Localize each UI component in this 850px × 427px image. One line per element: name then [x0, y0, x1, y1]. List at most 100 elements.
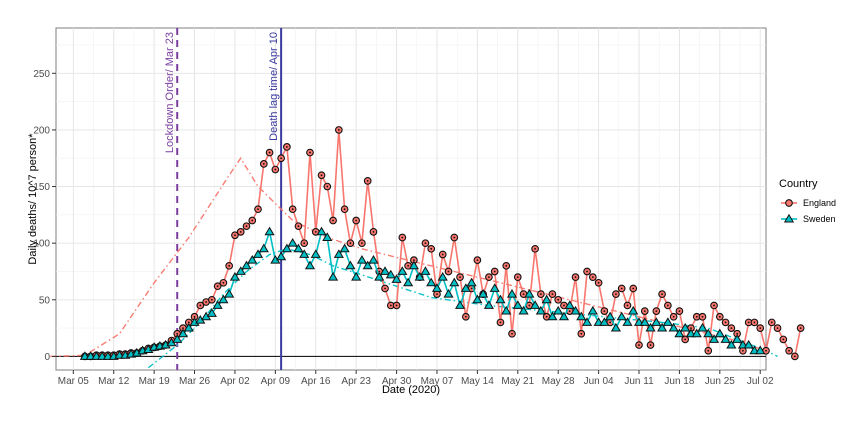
data-point-sweden [489, 283, 500, 292]
data-point-core-england [447, 270, 450, 273]
data-point-sweden [252, 249, 264, 258]
data-point-sweden [368, 254, 379, 264]
data-point-sweden [547, 311, 558, 321]
y-tick-label: 200 [33, 125, 50, 136]
data-point-sweden [356, 254, 368, 264]
data-point-core-england [332, 219, 334, 222]
data-point-core-england [291, 208, 294, 211]
data-point-sweden [628, 305, 639, 315]
data-point-core-england [470, 287, 473, 290]
data-point-core-england [303, 242, 306, 245]
x-tick-label: Jul 02 [747, 376, 774, 387]
data-point-core-england [626, 304, 629, 307]
data-point-core-england [430, 247, 433, 250]
data-point-sweden [431, 283, 443, 292]
data-point-core-england [753, 321, 756, 324]
data-point-core-england [580, 332, 583, 335]
data-point-core-england [534, 247, 537, 250]
data-point-sweden [743, 339, 754, 349]
x-tick-label: Jun 25 [705, 376, 735, 387]
data-point-core-england [545, 315, 548, 318]
data-point-sweden [281, 243, 292, 253]
legend-label-sweden: Sweden [803, 214, 836, 224]
legend-marker-england [785, 199, 793, 207]
data-point-core-england [326, 185, 329, 188]
data-point-core-england [522, 293, 525, 296]
data-point-sweden [674, 328, 685, 338]
x-tick-label: Jun 18 [664, 376, 694, 387]
data-point-sweden [397, 266, 408, 275]
data-point-sweden [264, 226, 275, 236]
x-tick-label: Mar 26 [179, 376, 211, 387]
data-point-sweden [558, 311, 570, 321]
y-axis-title: Daily deaths/ 10^7 person* [27, 133, 39, 265]
data-point-core-england [268, 151, 271, 154]
data-point-sweden [247, 254, 258, 264]
data-point-sweden [541, 294, 552, 304]
data-point-sweden [316, 226, 327, 236]
data-point-sweden [385, 269, 396, 279]
data-point-core-england [528, 304, 531, 307]
data-point-core-england [730, 327, 733, 329]
data-point-sweden [218, 294, 229, 304]
data-point-core-england [539, 293, 542, 296]
data-point-core-england [586, 270, 588, 273]
data-point-sweden [501, 305, 512, 315]
data-point-core-england [297, 225, 300, 228]
x-tick-label: Jun 04 [584, 376, 614, 387]
data-point-core-england [384, 287, 386, 290]
data-point-core-england [337, 129, 340, 131]
data-point-core-england [314, 230, 317, 233]
data-point-core-england [609, 321, 612, 324]
data-point-sweden [229, 271, 241, 281]
data-point-sweden [327, 271, 339, 281]
data-point-core-england [222, 281, 225, 284]
data-point-sweden [524, 288, 535, 298]
data-point-core-england [424, 242, 427, 245]
data-point-sweden [616, 311, 627, 321]
x-tick-label: Apr 23 [341, 376, 371, 387]
data-point-core-england [361, 242, 363, 245]
data-point-sweden [530, 300, 541, 309]
data-point-core-england [701, 315, 704, 318]
y-axis-ticks: 0 50 100 150 200 250 [33, 69, 56, 363]
data-point-sweden [443, 288, 454, 298]
data-point-sweden [206, 308, 217, 317]
data-point-core-england [372, 230, 375, 233]
legend: Country England Sweden [779, 178, 836, 224]
data-point-core-england [193, 315, 196, 318]
data-point-sweden [576, 311, 587, 321]
data-point-core-england [591, 276, 594, 279]
data-point-sweden [183, 322, 194, 332]
data-point-core-england [343, 208, 346, 211]
data-point-core-england [441, 253, 444, 256]
data-point-sweden [639, 317, 650, 326]
data-point-sweden [708, 334, 720, 343]
data-point-core-england [239, 230, 242, 233]
data-point-core-england [776, 327, 779, 329]
data-point-sweden [345, 260, 356, 270]
data-point-core-england [309, 151, 311, 154]
data-point-core-england [251, 219, 254, 222]
data-point-core-england [395, 304, 398, 307]
data-point-core-england [205, 301, 207, 303]
data-point-core-england [262, 162, 265, 165]
data-point-sweden [333, 249, 344, 258]
data-point-core-england [389, 304, 392, 307]
data-point-core-england [280, 157, 283, 160]
data-point-sweden [212, 300, 223, 309]
data-point-sweden [414, 271, 425, 281]
data-point-core-england [511, 332, 513, 335]
data-point-core-england [615, 293, 617, 296]
data-point-core-england [643, 310, 646, 313]
data-point-core-england [199, 304, 202, 307]
data-point-sweden [512, 300, 523, 309]
data-point-sweden [495, 294, 506, 304]
x-tick-label: Jun 11 [624, 376, 654, 387]
data-point-sweden [478, 288, 489, 298]
data-point-sweden [535, 305, 546, 315]
data-point-core-england [707, 349, 710, 352]
data-point-sweden [564, 300, 575, 309]
data-point-core-england [476, 259, 479, 262]
annotation-label: Death lag time/ Apr 10 [268, 32, 280, 141]
